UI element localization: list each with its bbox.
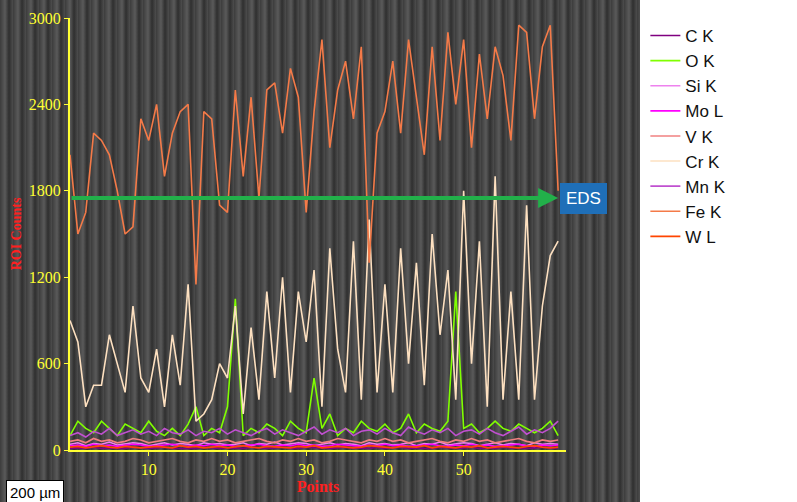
svg-text:Si K: Si K [685, 77, 717, 96]
svg-text:30: 30 [298, 461, 314, 478]
svg-text:200 µm: 200 µm [10, 484, 60, 501]
svg-text:V K: V K [685, 128, 713, 147]
svg-text:3000: 3000 [29, 10, 61, 27]
svg-text:Mn K: Mn K [685, 178, 725, 197]
svg-text:20: 20 [219, 461, 235, 478]
svg-text:C K: C K [685, 27, 714, 46]
svg-text:W L: W L [685, 228, 715, 247]
svg-text:EDS: EDS [566, 189, 601, 208]
svg-text:O K: O K [685, 52, 715, 71]
svg-text:10: 10 [141, 461, 157, 478]
svg-text:1200: 1200 [29, 269, 61, 286]
svg-text:2400: 2400 [29, 96, 61, 113]
svg-text:Points: Points [297, 478, 340, 495]
svg-text:Mo L: Mo L [685, 102, 723, 121]
svg-text:600: 600 [37, 355, 61, 372]
svg-text:Fe K: Fe K [685, 203, 722, 222]
svg-text:1800: 1800 [29, 182, 61, 199]
svg-text:40: 40 [377, 461, 393, 478]
svg-text:0: 0 [53, 442, 61, 459]
svg-text:50: 50 [456, 461, 472, 478]
svg-text:ROI Counts: ROI Counts [9, 197, 24, 270]
svg-text:Cr K: Cr K [685, 153, 720, 172]
